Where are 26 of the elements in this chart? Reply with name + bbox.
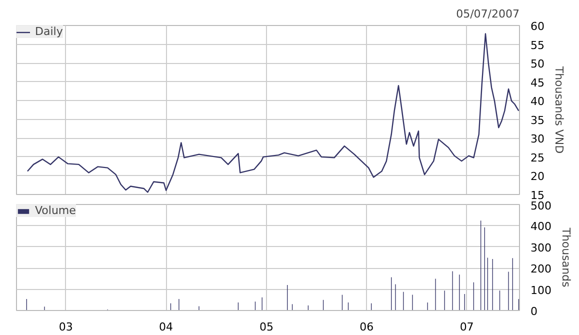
y-tick-label: 20: [530, 170, 544, 184]
y-tick-label: 25: [530, 151, 544, 164]
y-tick-label: 100: [530, 284, 552, 297]
x-tick-label: 04: [159, 320, 174, 334]
y-tick-label: 200: [530, 262, 552, 276]
y-tick-label: 35: [530, 114, 544, 127]
y-tick-label: 40: [530, 95, 544, 108]
x-tick-label: 05: [259, 320, 274, 334]
x-tick-label: 07: [460, 320, 474, 334]
y-tick-label: 15: [530, 189, 544, 202]
y-tick-label: 45: [530, 76, 544, 90]
text: 05/07/2007: [456, 8, 520, 20]
legend-label: Volume: [35, 204, 76, 217]
x-tick-label: 03: [58, 320, 73, 334]
y-tick-label: 0: [530, 305, 538, 318]
y-tick-label: 300: [530, 241, 552, 254]
y-tick-label: 50: [530, 58, 544, 71]
legend-label: Daily: [35, 25, 63, 38]
y-axis-title: Thousands: [559, 226, 572, 288]
y-axis-title: Thousands VND: [552, 65, 566, 154]
y-tick-label: 500: [530, 200, 552, 212]
y-tick-label: 400: [530, 220, 552, 234]
y-tick-label: 55: [530, 38, 544, 52]
x-tick-label: 06: [360, 320, 374, 334]
y-tick-label: 30: [530, 132, 544, 146]
y-tick-label: 60: [530, 20, 544, 33]
